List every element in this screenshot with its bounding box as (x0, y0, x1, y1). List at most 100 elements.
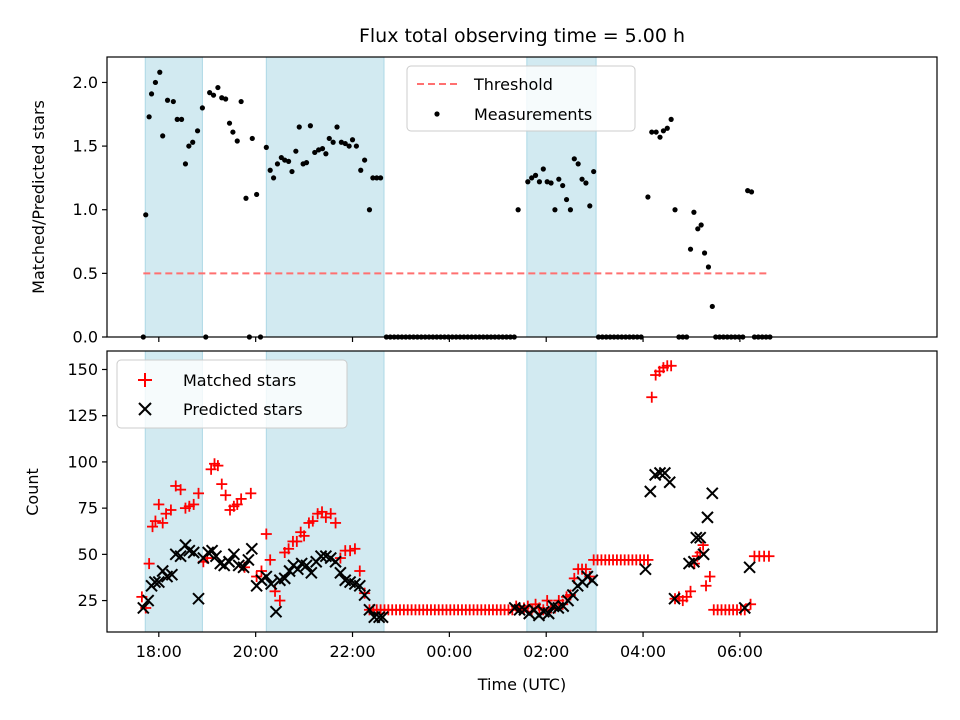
predicted-mark-b (339, 574, 352, 587)
predicted-mark-b (169, 548, 182, 561)
measurement-point (536, 179, 543, 185)
measurement-point (342, 140, 348, 147)
predicted-star-point (264, 577, 278, 591)
predicted-mark-b (372, 611, 386, 624)
predicted-mark-b (566, 588, 580, 602)
x-tick-label: 06:00 (717, 642, 763, 661)
matched-star-point (354, 565, 366, 577)
measurement-point (560, 182, 566, 189)
predicted-star-point (314, 549, 328, 563)
shaded-interval-1 (265, 56, 385, 338)
measurement-point (174, 116, 180, 122)
predicted-star-point (165, 568, 179, 581)
predicted-mark-b (291, 562, 305, 576)
measurement-point (226, 120, 233, 126)
predicted-mark-b (305, 566, 318, 580)
measurement-point (532, 172, 539, 178)
matched-star-point (739, 604, 751, 616)
measurement-point (591, 168, 597, 175)
predicted-star-point (278, 572, 291, 585)
measurement-point (668, 116, 674, 122)
predicted-star-point (701, 511, 714, 524)
measurement-point (230, 129, 236, 135)
measurement-point (267, 167, 273, 173)
matched-star-point (283, 543, 295, 555)
bottom-y-tick-label: 75 (78, 499, 98, 518)
matched-star-point (344, 545, 356, 557)
matched-star-point (212, 460, 224, 472)
predicted-mark-b (152, 575, 166, 589)
matched-star-point (580, 563, 592, 575)
measurement-point (587, 203, 593, 209)
predicted-mark-b (319, 549, 333, 563)
measurement-point (366, 207, 373, 213)
bottom-x-axis: 18:00 20:00 22:00 00:00 02:00 04:00 06:00 (136, 632, 763, 661)
matched-star-point (763, 550, 775, 562)
legend-matched-swatch (138, 373, 152, 387)
predicted-star-point (658, 466, 672, 480)
bottom-y-tick-label: 25 (78, 591, 98, 610)
predicted-star-point (743, 561, 756, 574)
measurement-point (353, 143, 359, 149)
predicted-star-point (174, 549, 187, 563)
predicted-star-point (192, 592, 205, 605)
matched-star-point (681, 591, 693, 603)
predicted-mark-b (141, 594, 155, 607)
predicted-mark-b (513, 603, 526, 617)
legend-matched-label: Matched stars (183, 371, 296, 390)
predicted-mark-b (738, 601, 751, 615)
predicted-star-point (269, 605, 283, 618)
predicted-mark-b (300, 559, 313, 572)
ratio-panel: 0.00.51.01.52.0 Matched/Predicted stars … (29, 56, 938, 347)
measurement-point (701, 250, 708, 256)
top-y-tick-label: 2.0 (73, 73, 98, 92)
measurement-point (249, 135, 255, 142)
measurement-point (567, 207, 574, 213)
matched-star-point (143, 558, 155, 570)
predicted-mark-b (343, 575, 357, 589)
predicted-mark-b (278, 572, 291, 585)
measurement-point (649, 129, 655, 135)
measurement-point (645, 194, 651, 200)
predicted-mark-b (295, 557, 308, 570)
measurement-point (575, 161, 581, 167)
measurement-point (178, 116, 185, 122)
x-tick-label: 22:00 (329, 642, 375, 661)
predicted-star-point (222, 555, 236, 568)
matched-star-point (291, 535, 303, 547)
predicted-mark-b (542, 607, 555, 620)
measurement-point (194, 128, 201, 134)
measurement-point (190, 139, 196, 145)
measurement-point (709, 303, 715, 310)
predicted-mark-b (227, 548, 241, 561)
matched-star-point (264, 554, 276, 566)
matched-star-point (685, 585, 697, 597)
measurement-point (319, 146, 326, 152)
predicted-star-point (566, 588, 580, 602)
bottom-y-tick-label: 100 (67, 452, 98, 471)
predicted-mark-b (214, 557, 227, 570)
predicted-star-point (242, 553, 255, 567)
predicted-star-point (202, 546, 215, 559)
measurement-point (323, 151, 329, 157)
predicted-mark-b (260, 570, 273, 583)
predicted-star-point (668, 592, 681, 605)
matched-star-point (165, 504, 177, 516)
predicted-star-point (513, 603, 526, 617)
matched-star-point (157, 517, 169, 529)
counts-panel: 25 50 75 100 125 150 18:00 20:00 22:00 00:00 02:0… (23, 350, 938, 694)
measurement-point (293, 148, 299, 154)
measurement-point (698, 222, 704, 228)
predicted-mark-b (329, 555, 342, 568)
measurement-point (199, 105, 205, 111)
matched-star-point (642, 554, 654, 566)
bottom-y-tick-label: 125 (67, 406, 98, 425)
predicted-mark-b (668, 592, 681, 605)
measurement-point (146, 114, 152, 120)
measurement-point (243, 195, 249, 201)
measurement-point (334, 124, 340, 130)
measurement-point (563, 196, 570, 203)
measurement-point (377, 175, 384, 181)
predicted-star-point (227, 548, 241, 561)
predicted-star-point (291, 562, 305, 576)
